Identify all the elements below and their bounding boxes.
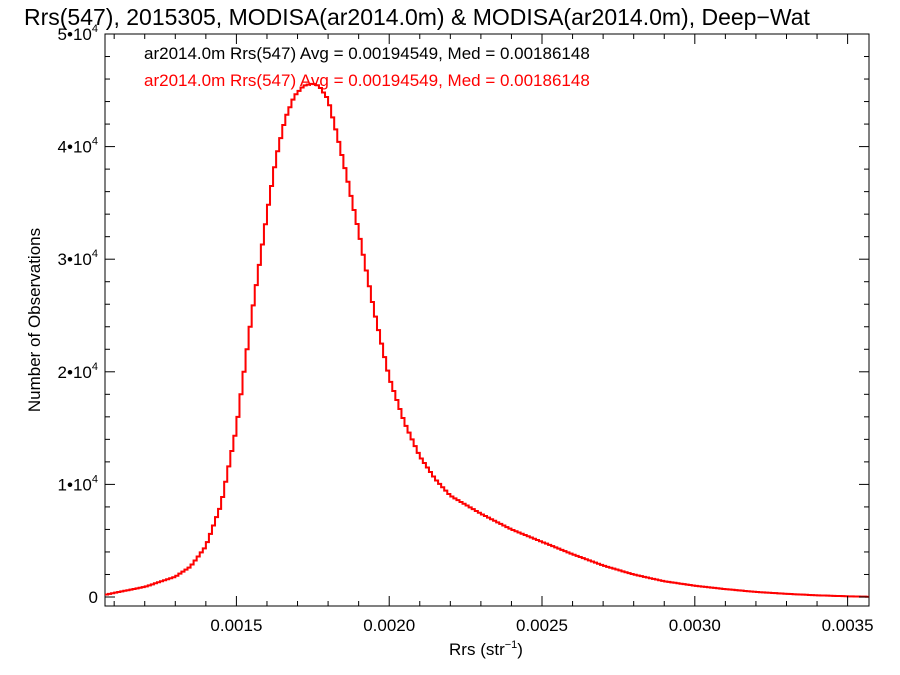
x-axis-label-main: Rrs (str [449,640,505,659]
series-line-2 [105,82,869,598]
x-axis-label-end: ) [517,640,523,659]
x-tick-label: 0.0025 [516,616,568,635]
x-tick-label: 0.0030 [669,616,721,635]
y-tick-label: 1•104 [58,473,98,494]
x-tick-label: 0.0020 [363,616,415,635]
x-axis: 0.0015 0.0020 0.0025 0.0030 0.0035 [113,34,874,635]
y-axis-label: Number of Observations [25,228,44,412]
legend-entry-2: ar2014.0m Rrs(547) Avg = 0.00194549, Med… [144,71,590,90]
series-layer [105,82,869,598]
x-axis-label-sup: −1 [505,639,518,651]
plot-border [104,33,870,607]
chart-title: Rrs(547), 2015305, MODISA(ar2014.0m) & M… [24,4,811,30]
series-line-1 [105,83,869,598]
legend: ar2014.0m Rrs(547) Avg = 0.00194549, Med… [144,44,590,90]
x-tick-label: 0.0035 [822,616,874,635]
x-axis-label: Rrs (str−1) [449,639,523,659]
y-tick-label: 4•104 [58,136,98,157]
y-tick-label: 0 [89,588,98,607]
x-tick-label: 0.0015 [210,616,262,635]
y-tick-label: 5•104 [58,23,98,44]
plot-frame [104,33,870,607]
y-tick-label: 2•104 [58,361,98,382]
y-axis: 0 1•104 2•104 3•104 4•104 5•104 [58,23,869,607]
legend-entry-1: ar2014.0m Rrs(547) Avg = 0.00194549, Med… [144,44,590,63]
y-tick-label: 3•104 [58,248,98,269]
